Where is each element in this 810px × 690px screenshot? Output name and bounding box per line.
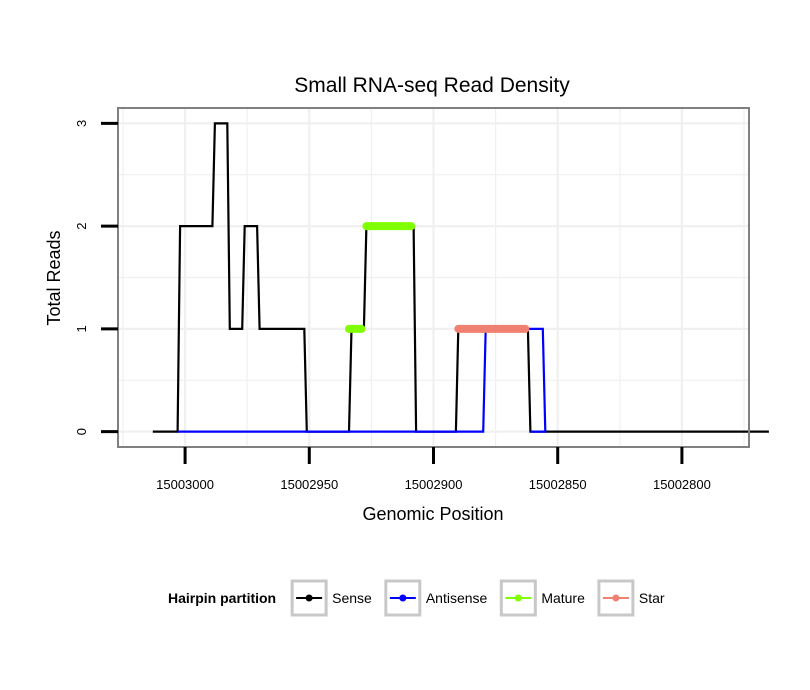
legend-item-mature: Mature [499,579,585,617]
legend-key-dot [399,594,407,602]
x-axis-title: Genomic Position [362,504,503,524]
x-tick-label: 15002950 [280,477,338,492]
chart-title: Small RNA-seq Read Density [294,74,570,97]
y-tick-label: 1 [74,325,89,332]
y-axis-title: Total Reads [44,230,64,325]
series-line-sense [152,122,769,433]
x-tick-label: 15002800 [653,477,711,492]
x-tick-label: 15003000 [156,477,214,492]
legend-title: Hairpin partition [168,590,276,606]
legend-key-dot [305,594,313,602]
x-tick-label: 15002850 [529,477,587,492]
legend-item-antisense: Antisense [384,579,488,617]
legend-label: Sense [332,590,372,606]
legend-label: Star [639,590,665,606]
legend-item-star: Star [597,579,665,617]
y-tick-label: 3 [74,120,89,127]
y-tick-label: 2 [74,223,89,230]
legend-key-dot [612,594,620,602]
legend-key-dot [514,594,522,602]
legend: Hairpin partition Sense Antisense Mature St… [168,579,665,617]
legend-item-sense: Sense [290,579,372,617]
x-tick-label: 15002900 [405,477,463,492]
tick-layer: 15003000 15002950 15002900 15002850 15002800… [74,120,711,492]
legend-label: Antisense [426,590,488,606]
y-tick-label: 0 [74,428,89,435]
grid-layer [118,108,749,447]
series-layer [152,122,769,433]
legend-label: Mature [541,590,585,606]
